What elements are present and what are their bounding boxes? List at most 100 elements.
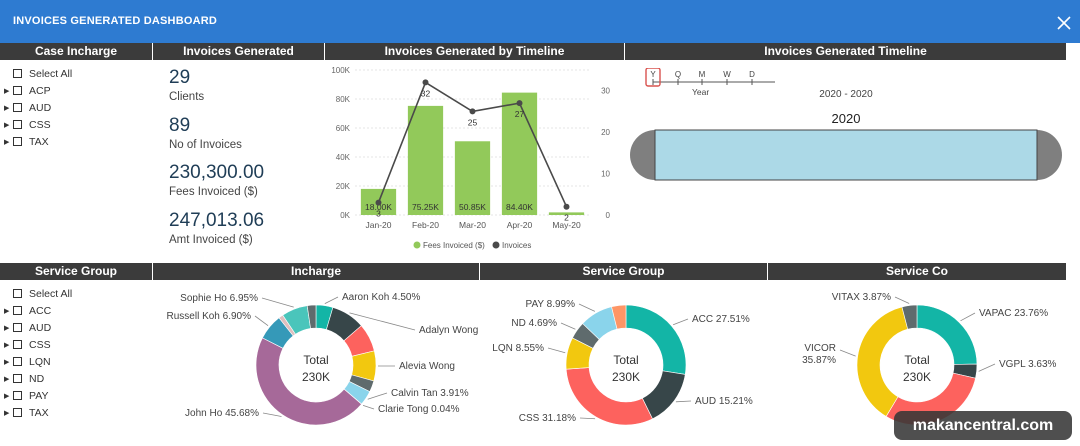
donut-center-value: 230K <box>302 370 330 384</box>
option-label: TAX <box>29 406 49 419</box>
incharge-donut-chart: Aaron Koh 4.50% Adalyn Wong Alevia Wong Cal… <box>167 292 478 426</box>
slice-label: PAY 8.99% <box>526 299 576 310</box>
timeline-right-handle[interactable] <box>1037 130 1062 180</box>
timeline-bar[interactable] <box>629 128 1063 183</box>
option-label: AUD <box>29 101 52 114</box>
timeline-left-handle[interactable] <box>630 130 655 180</box>
bar-data-label: 84.40K <box>506 202 533 212</box>
checkbox[interactable] <box>13 340 22 349</box>
expand-icon[interactable]: ▶ <box>4 121 10 129</box>
kpi-amt-invoiced: 247,013.06 Amt Invoiced ($) <box>169 210 264 246</box>
bar <box>548 212 585 215</box>
checkbox[interactable] <box>13 120 22 129</box>
x-tick-label: Mar-20 <box>459 220 486 230</box>
option-label: ND <box>29 372 45 385</box>
slicer-item-tax[interactable]: ▶ TAX <box>4 404 72 421</box>
granularity-year[interactable]: Y <box>650 70 656 79</box>
checkbox[interactable] <box>13 374 22 383</box>
leader-line <box>547 347 566 354</box>
slicer-item-acc[interactable]: ▶ ACC <box>4 302 72 319</box>
slice-label: Clarie Tong 0.04% <box>378 404 460 415</box>
case-incharge-header: Case Incharge <box>0 43 153 60</box>
slicer-item-acp[interactable]: ▶ ACP <box>4 82 72 99</box>
slice-label: VGPL 3.63% <box>999 359 1057 370</box>
title-bar: INVOICES GENERATED DASHBOARD <box>0 0 1080 43</box>
leader-line <box>578 303 596 312</box>
checkbox[interactable] <box>13 391 22 400</box>
expand-icon[interactable]: ▶ <box>4 341 10 349</box>
option-label: Select All <box>29 287 73 300</box>
slicer-item-pay[interactable]: ▶ PAY <box>4 387 72 404</box>
y2-tick-label: 10 <box>601 170 610 179</box>
slicer-item-css[interactable]: ▶ CSS <box>4 116 72 133</box>
granularity-label: Year <box>692 87 710 97</box>
slicer-item-aud[interactable]: ▶ AUD <box>4 99 72 116</box>
option-label: Select All <box>29 67 73 80</box>
granularity-quarter[interactable]: Q <box>674 70 682 79</box>
bar-data-label: 50.85K <box>459 202 486 212</box>
checkbox[interactable] <box>13 137 22 146</box>
slice-label: Aaron Koh 4.50% <box>342 292 420 303</box>
slice-label: Adalyn Wong <box>419 325 478 336</box>
checkbox[interactable] <box>13 323 22 332</box>
kpi-label: Fees Invoiced ($) <box>169 186 258 198</box>
option-label: PAY <box>29 389 49 402</box>
granularity-day[interactable]: D <box>749 70 755 79</box>
checkbox[interactable] <box>13 289 22 298</box>
select-all-option[interactable]: Select All <box>4 285 72 302</box>
checkbox[interactable] <box>13 69 22 78</box>
line-data-label: 2 <box>564 213 569 223</box>
slice-label: LQN 8.55% <box>492 343 544 354</box>
donut-slice <box>306 304 317 329</box>
donut-center-value: 230K <box>612 370 640 384</box>
option-label: AUD <box>29 321 52 334</box>
donut-slice <box>255 337 362 426</box>
option-label: ACP <box>29 84 51 97</box>
slice-label: Calvin Tan 3.91% <box>391 388 469 399</box>
leader-line <box>254 315 269 326</box>
line-data-label: 32 <box>421 88 431 98</box>
expand-icon[interactable]: ▶ <box>4 104 10 112</box>
expand-icon[interactable]: ▶ <box>4 358 10 366</box>
checkbox[interactable] <box>13 86 22 95</box>
slice-label: VITAX 3.87% <box>832 292 891 303</box>
timeline-slicer: Y Q M W D Year 2020 - 2020 2020 <box>625 60 1067 260</box>
expand-icon[interactable]: ▶ <box>4 409 10 417</box>
checkbox[interactable] <box>13 357 22 366</box>
slicer-item-tax[interactable]: ▶ TAX <box>4 133 72 150</box>
expand-icon[interactable]: ▶ <box>4 138 10 146</box>
incharge-header: Incharge <box>153 263 480 280</box>
y-tick-label: 40K <box>336 153 351 162</box>
close-icon[interactable] <box>1054 13 1074 33</box>
timeline-period-2020[interactable] <box>654 129 1038 181</box>
legend-label: Fees Invoiced ($) <box>423 241 485 250</box>
granularity-week[interactable]: W <box>723 70 731 79</box>
service-co-header: Service Co <box>768 263 1067 280</box>
expand-icon[interactable]: ▶ <box>4 87 10 95</box>
leader-line <box>324 296 339 304</box>
leader-line <box>261 297 294 308</box>
slicer-item-aud[interactable]: ▶ AUD <box>4 319 72 336</box>
slicer-item-css[interactable]: ▶ CSS <box>4 336 72 353</box>
expand-icon[interactable]: ▶ <box>4 307 10 315</box>
checkbox[interactable] <box>13 103 22 112</box>
line-data-label: 3 <box>376 209 381 219</box>
bar-data-label: 18.00K <box>365 202 392 212</box>
dashboard-title: INVOICES GENERATED DASHBOARD <box>13 15 218 27</box>
x-tick-label: May-20 <box>552 220 581 230</box>
slice-label: ND 4.69% <box>511 318 557 329</box>
granularity-month[interactable]: M <box>698 70 706 79</box>
slice-label-percent: 35.87% <box>802 355 836 366</box>
expand-icon[interactable]: ▶ <box>4 375 10 383</box>
line-point <box>375 199 382 206</box>
slicer-item-lqn[interactable]: ▶ LQN <box>4 353 72 370</box>
select-all-option[interactable]: Select All <box>4 65 72 82</box>
slicer-item-nd[interactable]: ▶ ND <box>4 370 72 387</box>
expand-icon[interactable]: ▶ <box>4 324 10 332</box>
leader-line <box>262 412 282 417</box>
expand-icon[interactable]: ▶ <box>4 392 10 400</box>
checkbox[interactable] <box>13 306 22 315</box>
leader-line <box>675 400 692 403</box>
checkbox[interactable] <box>13 408 22 417</box>
invoices-generated-header: Invoices Generated <box>153 43 325 60</box>
